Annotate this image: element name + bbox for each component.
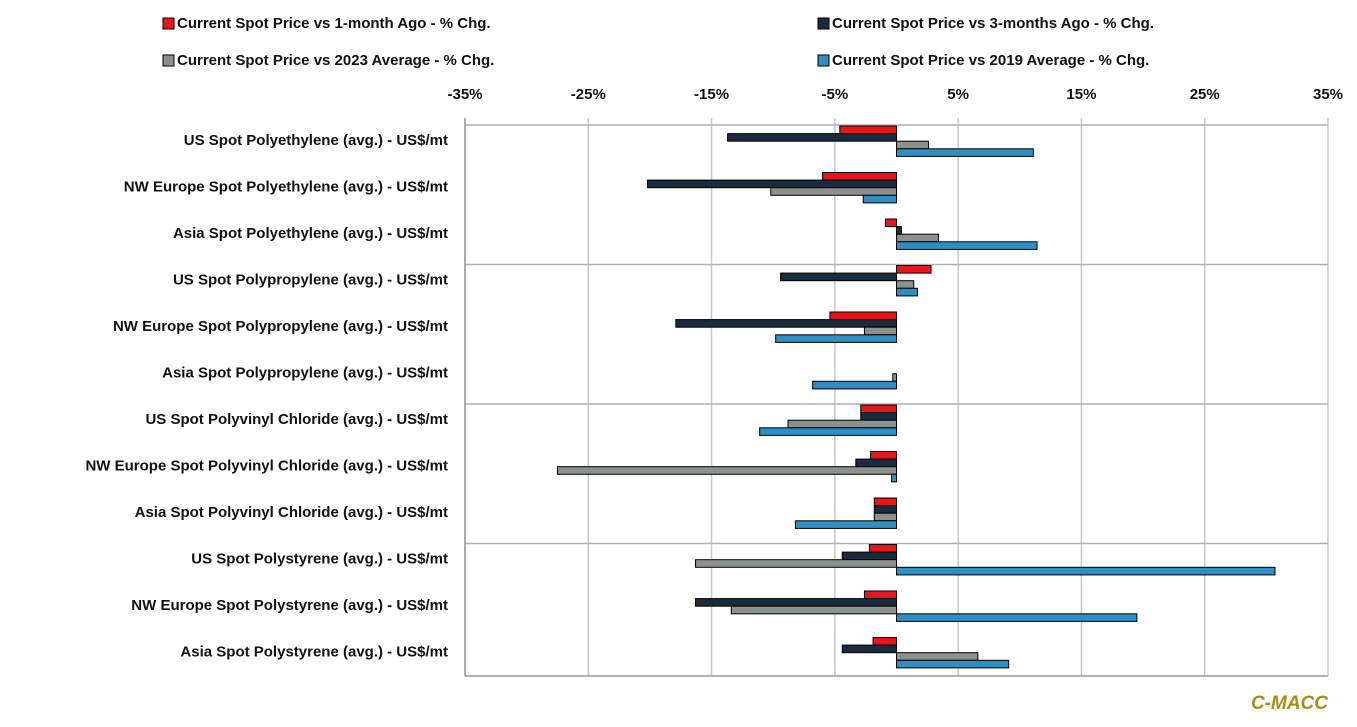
bar bbox=[727, 133, 897, 142]
y-tick-label: Asia Spot Polyvinyl Chloride (avg.) - US… bbox=[135, 504, 448, 521]
y-tick-label: Asia Spot Polyethylene (avg.) - US$/mt bbox=[173, 225, 448, 242]
bar bbox=[860, 404, 897, 414]
bar bbox=[646, 179, 897, 189]
bar bbox=[863, 590, 898, 600]
bar bbox=[896, 140, 930, 150]
x-tick-label: -5% bbox=[822, 86, 849, 103]
x-tick-label: 35% bbox=[1313, 86, 1343, 103]
bar bbox=[896, 287, 918, 297]
bar bbox=[775, 334, 897, 343]
bar bbox=[675, 319, 897, 328]
bar bbox=[841, 644, 897, 654]
bar bbox=[841, 551, 897, 561]
y-tick-label: NW Europe Spot Polypropylene (avg.) - US… bbox=[113, 318, 448, 335]
y-tick-label: NW Europe Spot Polyvinyl Chloride (avg.)… bbox=[85, 457, 448, 474]
bar bbox=[873, 505, 898, 514]
bar bbox=[556, 466, 897, 475]
bar bbox=[891, 473, 897, 483]
legend-swatch bbox=[162, 54, 175, 67]
bar bbox=[855, 458, 898, 468]
x-tick-label: 15% bbox=[1066, 86, 1096, 103]
bar bbox=[839, 125, 898, 135]
bar bbox=[794, 520, 897, 529]
x-tick-label: 25% bbox=[1190, 86, 1220, 103]
legend-label: Current Spot Price vs 2019 Average - % C… bbox=[832, 52, 1149, 69]
legend-swatch bbox=[162, 17, 175, 30]
bar bbox=[780, 272, 898, 282]
bar bbox=[860, 412, 897, 421]
bar bbox=[896, 659, 1010, 669]
bar bbox=[812, 380, 897, 390]
bar bbox=[829, 311, 898, 321]
bar bbox=[822, 172, 897, 181]
y-tick-label: Asia Spot Polypropylene (avg.) - US$/mt bbox=[162, 364, 448, 381]
legend-swatch bbox=[817, 17, 830, 30]
bar bbox=[896, 652, 979, 661]
x-tick-label: -25% bbox=[571, 86, 606, 103]
bar bbox=[695, 598, 898, 607]
bar bbox=[896, 280, 915, 289]
bar bbox=[892, 373, 898, 382]
source: C-MACC bbox=[1251, 693, 1328, 714]
bar bbox=[896, 613, 1138, 622]
bar bbox=[863, 326, 898, 336]
bar bbox=[872, 637, 898, 646]
bar bbox=[896, 233, 939, 243]
bar bbox=[896, 148, 1034, 157]
bar bbox=[873, 497, 898, 507]
y-tick-label: US Spot Polypropylene (avg.) - US$/mt bbox=[173, 271, 448, 288]
x-tick-label: -35% bbox=[447, 86, 482, 103]
x-tick-label: -15% bbox=[694, 86, 729, 103]
bar bbox=[896, 265, 932, 274]
legend-label: Current Spot Price vs 2023 Average - % C… bbox=[177, 52, 494, 69]
bar bbox=[896, 241, 1038, 250]
legend-label: Current Spot Price vs 1-month Ago - % Ch… bbox=[177, 15, 491, 32]
bar bbox=[787, 419, 897, 429]
y-tick-label: Asia Spot Polystyrene (avg.) - US$/mt bbox=[180, 643, 448, 660]
bar bbox=[868, 544, 897, 553]
legend-swatch bbox=[817, 54, 830, 67]
x-tick-label: 5% bbox=[947, 86, 969, 103]
y-tick-label: NW Europe Spot Polystyrene (avg.) - US$/… bbox=[131, 597, 448, 614]
y-tick-label: NW Europe Spot Polyethylene (avg.) - US$… bbox=[124, 178, 448, 195]
bar bbox=[730, 605, 897, 615]
bar bbox=[896, 226, 902, 235]
bar bbox=[695, 559, 898, 568]
y-tick-label: US Spot Polyvinyl Chloride (avg.) - US$/… bbox=[145, 411, 448, 428]
bar bbox=[873, 512, 898, 522]
bar bbox=[862, 194, 897, 204]
y-tick-label: US Spot Polystyrene (avg.) - US$/mt bbox=[191, 550, 448, 567]
y-tick-label: US Spot Polyethylene (avg.) - US$/mt bbox=[184, 132, 448, 149]
bar bbox=[770, 187, 898, 196]
bar bbox=[870, 451, 897, 460]
bar bbox=[759, 427, 897, 436]
bar bbox=[884, 218, 898, 228]
legend-label: Current Spot Price vs 3-months Ago - % C… bbox=[832, 15, 1154, 32]
bar bbox=[896, 566, 1276, 576]
